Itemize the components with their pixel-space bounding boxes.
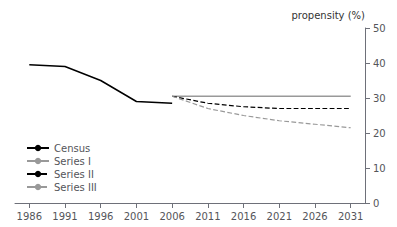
svg-text:2026: 2026: [302, 211, 327, 222]
svg-text:Series II: Series II: [54, 169, 94, 180]
svg-text:30: 30: [373, 93, 386, 104]
svg-text:2006: 2006: [159, 211, 184, 222]
svg-text:2021: 2021: [267, 211, 292, 222]
svg-text:2016: 2016: [231, 211, 256, 222]
svg-text:20: 20: [373, 128, 386, 139]
svg-text:Series III: Series III: [54, 182, 97, 193]
svg-text:Series I: Series I: [54, 156, 91, 167]
svg-text:50: 50: [373, 23, 386, 34]
svg-text:1986: 1986: [17, 211, 42, 222]
svg-text:40: 40: [373, 58, 386, 69]
svg-text:1996: 1996: [88, 211, 113, 222]
svg-text:1991: 1991: [52, 211, 77, 222]
svg-text:10: 10: [373, 163, 386, 174]
svg-text:Census: Census: [54, 143, 90, 154]
svg-text:2031: 2031: [338, 211, 363, 222]
svg-text:2001: 2001: [124, 211, 149, 222]
svg-text:propensity (%): propensity (%): [291, 10, 365, 21]
svg-text:2011: 2011: [195, 211, 220, 222]
svg-text:0: 0: [373, 198, 379, 209]
